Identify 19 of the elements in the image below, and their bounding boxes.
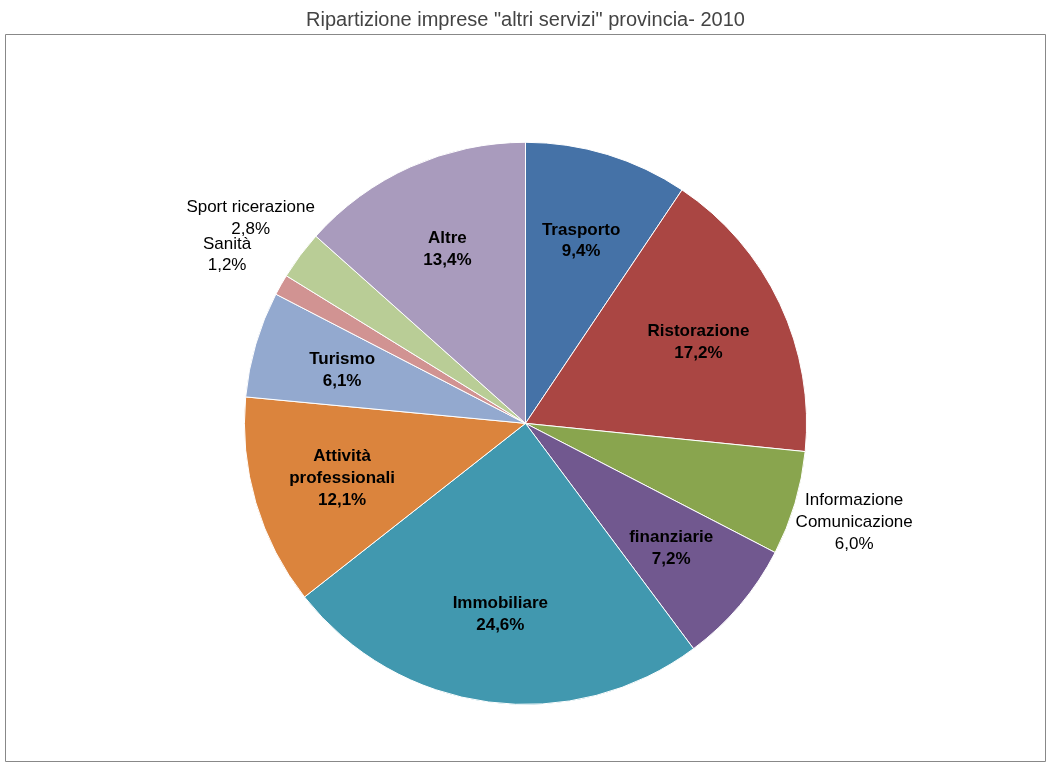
data-label: 7,2% — [651, 548, 691, 568]
slice-label: Altre — [428, 228, 467, 248]
data-label: 13,4% — [423, 249, 472, 269]
slice-label: Trasporto — [541, 219, 621, 239]
slice-label: Ristorazione — [647, 321, 750, 341]
slice-label: Informazione Comunicazione — [795, 489, 913, 531]
data-label: 12,1% — [318, 489, 367, 509]
data-label: 1,2% — [207, 255, 247, 275]
data-label: 6,1% — [322, 370, 362, 390]
slice-label: Turismo — [309, 348, 376, 368]
chart-title: Ripartizione imprese "altri servizi" provincia- 2010 — [306, 7, 745, 30]
data-label: 6,0% — [834, 533, 874, 553]
data-label: 9,4% — [561, 241, 601, 261]
slice-label: finanziarie — [629, 526, 714, 546]
data-label: 17,2% — [674, 343, 723, 363]
data-label: 24,6% — [476, 614, 525, 634]
slice-label: Sport ricerazione — [186, 197, 315, 217]
slice-label: Attività professionali — [289, 446, 396, 487]
slice-label: Immobiliare — [452, 592, 549, 612]
